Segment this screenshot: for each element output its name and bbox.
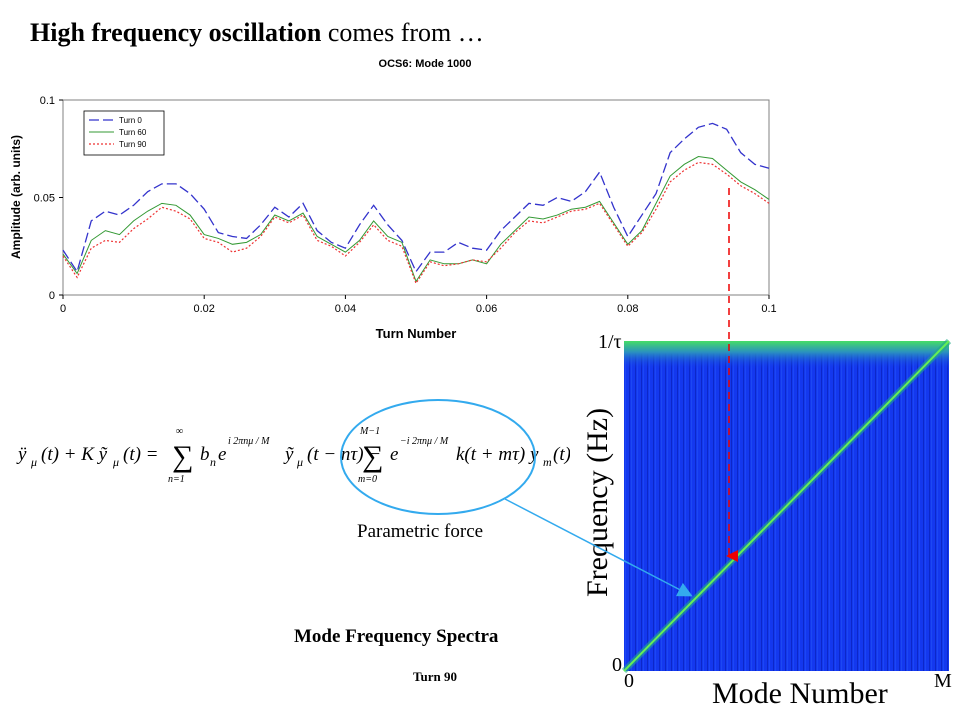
svg-text:b: b <box>200 444 210 465</box>
legend-entry: Turn 90 <box>119 140 147 149</box>
chart-plot-area: 0 0.02 0.04 0.06 0.08 0.1 0 0.05 0.1 <box>34 95 777 315</box>
legend-box <box>83 110 165 156</box>
svg-text:μ: μ <box>296 455 303 469</box>
mode-frequency-spectrum <box>621 338 952 674</box>
spectrum-top-band <box>624 341 949 369</box>
svg-text:m: m <box>543 455 552 469</box>
spectrum-y-top-label: 1/τ <box>598 331 622 353</box>
svg-text:∑: ∑ <box>172 440 193 473</box>
spectrum-y-zero-label: 0 <box>612 654 622 676</box>
x-tick-label: 0.1 <box>761 303 776 315</box>
series-line-turn-90 <box>62 161 770 285</box>
spectrum-diagonal-line <box>623 340 950 672</box>
turn-label: Turn 90 <box>413 669 457 684</box>
y-tick-label: 0.1 <box>40 95 55 107</box>
svg-text:ÿ: ÿ <box>16 444 27 465</box>
svg-text:μ: μ <box>112 455 119 469</box>
svg-text:m=0: m=0 <box>358 474 377 485</box>
y-axis-label: Amplitude (arb. units) <box>9 135 23 259</box>
svg-text:n: n <box>210 455 216 469</box>
y-tick-label: 0 <box>49 290 55 302</box>
svg-text:n=1: n=1 <box>168 474 185 485</box>
svg-text:k(t + mτ) y: k(t + mτ) y <box>456 444 539 465</box>
series-line-turn-60 <box>62 156 770 283</box>
x-tick-label: 0.04 <box>335 303 356 315</box>
svg-text:(t) =: (t) = <box>123 444 159 465</box>
series-line-turn-0 <box>62 122 770 274</box>
svg-text:M−1: M−1 <box>359 426 380 437</box>
chart-legend: Turn 0 Turn 60 Turn 90 <box>83 110 165 156</box>
svg-text:(t) + K ỹ: (t) + K ỹ <box>41 444 108 465</box>
spectrum-x-axis-label: Mode Number <box>712 677 888 710</box>
slide-title-rest: comes from … <box>321 18 484 47</box>
spectrum-y-axis-label: Frequency (Hz) <box>581 407 614 597</box>
svg-text:e: e <box>390 444 398 465</box>
x-axis-label: Turn Number <box>376 326 457 341</box>
plot-frame <box>62 99 770 296</box>
slide-title-bold: High frequency oscillation <box>30 18 322 47</box>
spectra-title: Mode Frequency Spectra <box>294 626 499 647</box>
parametric-force-label: Parametric force <box>357 521 484 542</box>
svg-text:μ: μ <box>30 455 37 469</box>
svg-text:e: e <box>218 444 226 465</box>
legend-entry: Turn 0 <box>119 116 142 125</box>
slide-title: High frequency oscillation comes from … <box>30 18 484 48</box>
x-tick-label: 0.02 <box>193 303 214 315</box>
spectrum-x-end-label: M <box>934 670 952 692</box>
x-tick-label: 0 <box>60 303 66 315</box>
svg-text:ỹ: ỹ <box>283 444 294 465</box>
svg-text:∑: ∑ <box>362 440 383 473</box>
svg-text:∞: ∞ <box>176 426 183 437</box>
x-tick-label: 0.06 <box>476 303 497 315</box>
spectrum-x-zero-label: 0 <box>624 670 634 692</box>
y-tick-label: 0.05 <box>34 193 55 205</box>
svg-text:−i 2πnμ / M: −i 2πnμ / M <box>400 436 449 447</box>
chart-title: OCS6: Mode 1000 <box>379 58 472 70</box>
x-tick-label: 0.08 <box>617 303 638 315</box>
amplitude-chart: OCS6: Mode 1000 0 0.02 0.04 0.06 0.08 0.1 0 0.0… <box>9 58 777 341</box>
legend-entry: Turn 60 <box>119 128 147 137</box>
svg-text:(t): (t) <box>553 444 570 465</box>
svg-text:i 2πnμ / M: i 2πnμ / M <box>228 436 270 447</box>
